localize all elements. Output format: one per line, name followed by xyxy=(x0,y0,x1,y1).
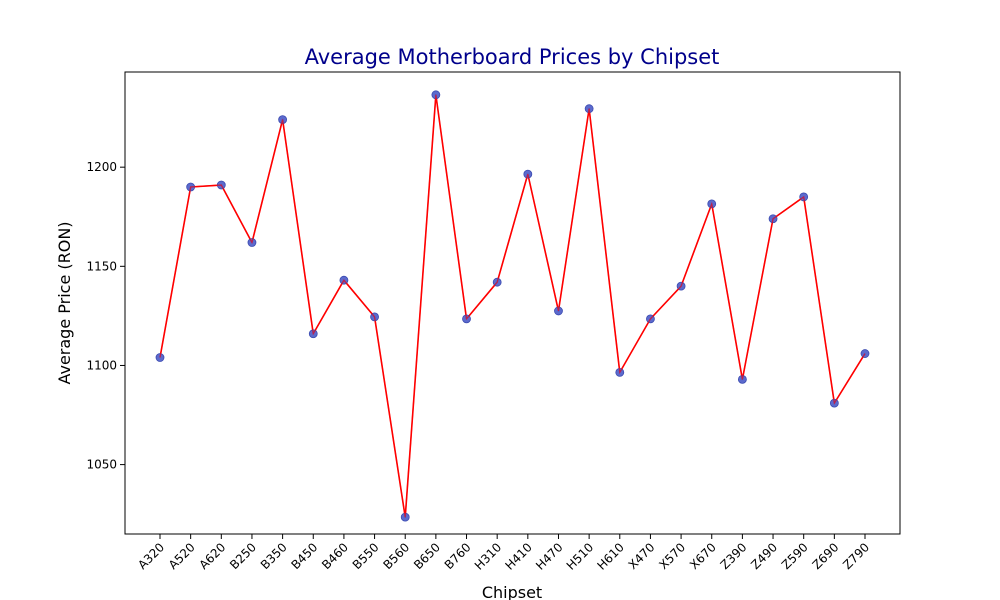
x-tick-label: Z490 xyxy=(748,540,780,572)
x-tick-label: H470 xyxy=(533,540,565,572)
x-tick-label: B250 xyxy=(227,540,259,572)
x-tick-label: H310 xyxy=(472,540,504,572)
x-tick-label: B450 xyxy=(288,540,320,572)
series-line-overlay xyxy=(159,94,866,518)
x-tick-label: B560 xyxy=(380,540,412,572)
x-tick-label: X670 xyxy=(687,540,719,572)
x-axis: A320A520A620B250B350B450B460B550B560B650… xyxy=(135,534,872,573)
plot-area xyxy=(155,90,870,522)
x-tick-label: A320 xyxy=(135,540,167,572)
x-tick-label: A620 xyxy=(197,540,229,572)
y-axis-label: Average Price (RON) xyxy=(55,221,74,384)
x-tick-label: Z390 xyxy=(718,540,750,572)
plot-frame xyxy=(124,71,901,535)
x-tick-label: Z690 xyxy=(810,540,842,572)
x-tick-label: H510 xyxy=(564,540,596,572)
x-tick-label: H410 xyxy=(502,540,534,572)
x-tick-label: H610 xyxy=(594,540,626,572)
chart-title: Average Motherboard Prices by Chipset xyxy=(305,45,720,69)
y-tick-label: 1150 xyxy=(86,259,117,273)
x-tick-label: Z590 xyxy=(779,540,811,572)
x-tick-label: B650 xyxy=(411,540,443,572)
y-tick-label: 1100 xyxy=(86,358,117,372)
x-tick-label: X470 xyxy=(626,540,658,572)
x-tick-label: Z790 xyxy=(840,540,872,572)
y-tick-label: 1050 xyxy=(86,458,117,472)
x-tick-label: B550 xyxy=(350,540,382,572)
x-tick-label: B460 xyxy=(319,540,351,572)
y-axis: 1050 1100 1150 1200 xyxy=(86,160,125,472)
x-tick-label: A520 xyxy=(166,540,198,572)
x-tick-label: B760 xyxy=(442,540,474,572)
x-tick-label: B350 xyxy=(258,540,290,572)
series-line xyxy=(159,94,866,518)
x-tick-label: X570 xyxy=(656,540,688,572)
x-axis-label: Chipset xyxy=(482,583,542,600)
y-tick-label: 1200 xyxy=(86,160,117,174)
